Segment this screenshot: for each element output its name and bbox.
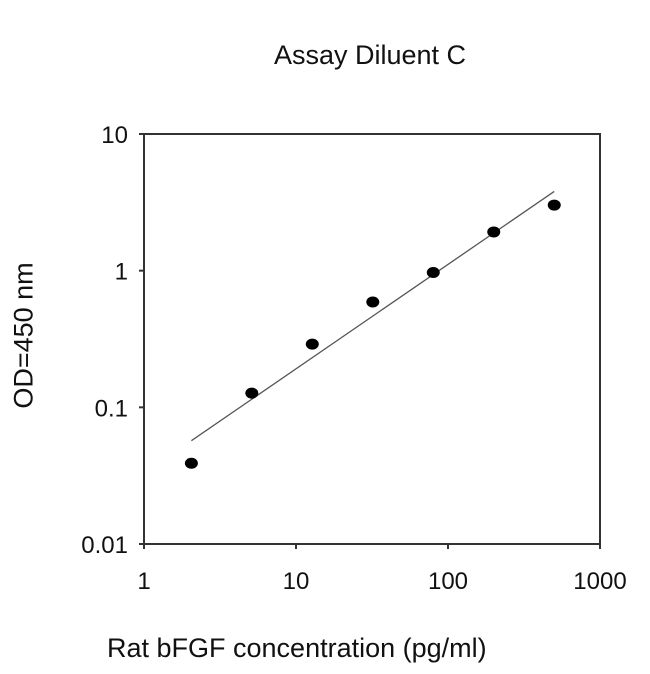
x-tick-label: 100 xyxy=(428,568,468,595)
data-point xyxy=(245,387,259,399)
data-point xyxy=(426,266,440,278)
y-tick-label: 0.1 xyxy=(95,395,128,422)
y-tick-label: 10 xyxy=(101,122,128,149)
axes xyxy=(143,133,601,545)
y-tick-label: 0.01 xyxy=(81,532,128,559)
chart-title: Assay Diluent C xyxy=(273,40,467,70)
data-point xyxy=(366,296,380,308)
data-point xyxy=(184,457,198,469)
x-axis-label: Rat bFGF concentration (pg/ml) xyxy=(107,633,487,663)
data-points xyxy=(184,199,561,469)
data-point xyxy=(305,338,319,350)
data-point xyxy=(547,199,561,211)
fit-line xyxy=(191,190,555,442)
data-point xyxy=(487,226,501,238)
x-tick-label: 1 xyxy=(137,568,150,595)
regression-line xyxy=(191,190,555,442)
axis-ticks: 1 10 100 1000 0.01 0.1 1 10 xyxy=(81,122,626,595)
plot-frame xyxy=(143,133,601,545)
y-tick-label: 1 xyxy=(115,259,128,286)
x-tick-label: 10 xyxy=(283,568,310,595)
x-tick-label: 1000 xyxy=(573,568,626,595)
